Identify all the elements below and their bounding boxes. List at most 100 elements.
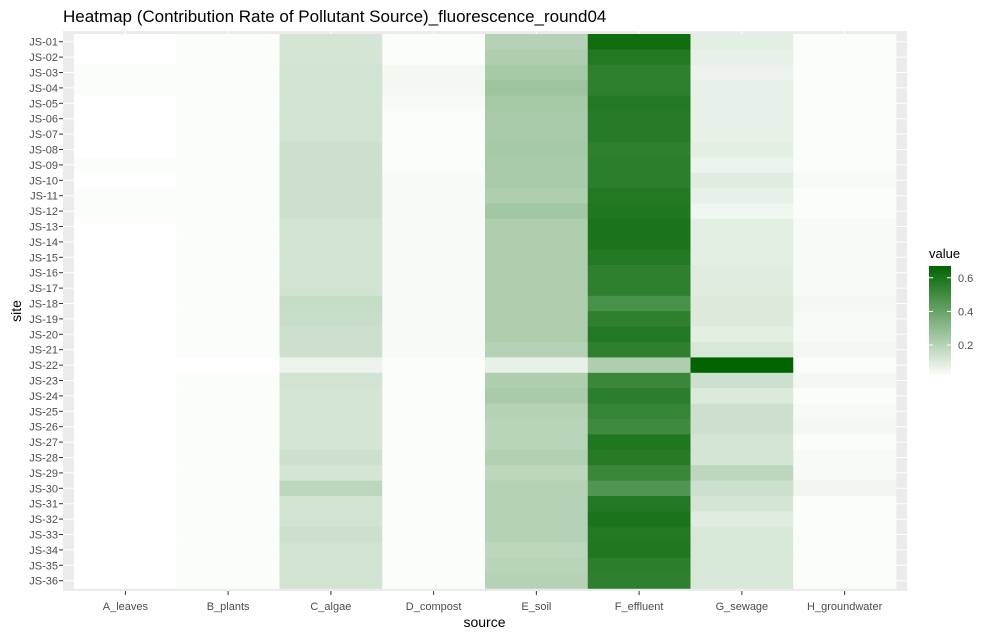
heatmap-cell	[176, 557, 280, 574]
heatmap-cell	[587, 434, 691, 451]
y-tick-label: JS-27	[29, 437, 58, 449]
heatmap-cell	[74, 496, 178, 512]
heatmap-cell	[74, 419, 178, 435]
x-tick-label: H_groundwater	[807, 601, 883, 613]
heatmap-cell	[690, 295, 794, 312]
heatmap-cell	[485, 496, 589, 512]
heatmap-cell	[382, 573, 486, 589]
heatmap-cell	[176, 203, 280, 220]
heatmap-cell	[690, 49, 794, 66]
heatmap-cell	[382, 203, 486, 220]
heatmap-cell	[793, 542, 897, 558]
heatmap-cell	[382, 511, 486, 528]
heatmap-cell	[279, 280, 383, 297]
heatmap-cell	[587, 157, 691, 173]
heatmap-cell	[690, 249, 794, 266]
heatmap-cell	[690, 234, 794, 250]
heatmap-cell	[382, 372, 486, 389]
heatmap-cell	[382, 280, 486, 297]
heatmap-cell	[279, 49, 383, 66]
heatmap-cell	[279, 34, 383, 50]
heatmap-cell	[485, 434, 589, 451]
heatmap-cell	[74, 311, 178, 327]
heatmap-cell	[382, 49, 486, 66]
heatmap-cell	[176, 357, 280, 374]
heatmap-cell	[485, 388, 589, 404]
y-tick-label: JS-24	[29, 391, 58, 403]
heatmap-cell	[793, 126, 897, 143]
heatmap-cell	[74, 280, 178, 297]
heatmap-cell	[176, 419, 280, 435]
heatmap-cell	[793, 419, 897, 435]
heatmap-cell	[485, 172, 589, 189]
heatmap-cell	[485, 218, 589, 235]
heatmap-cell	[382, 295, 486, 312]
heatmap-cell	[74, 265, 178, 281]
heatmap-cell	[690, 573, 794, 589]
heatmap-cell	[690, 557, 794, 574]
heatmap-cell	[176, 49, 280, 66]
heatmap-cell	[793, 480, 897, 497]
heatmap-cell	[279, 265, 383, 281]
heatmap-cell	[793, 95, 897, 112]
heatmap-cell	[485, 357, 589, 374]
heatmap-cell	[74, 172, 178, 189]
y-tick-label: JS-17	[29, 283, 58, 295]
heatmap-cell	[176, 326, 280, 343]
heatmap-cell	[485, 34, 589, 50]
heatmap-cell	[176, 511, 280, 528]
heatmap-cell	[176, 157, 280, 173]
heatmap-cell	[690, 218, 794, 235]
heatmap-cell	[793, 172, 897, 189]
y-tick-label: JS-05	[29, 98, 58, 110]
heatmap-cell	[74, 403, 178, 420]
heatmap-cell	[382, 357, 486, 374]
heatmap-cell	[793, 249, 897, 266]
heatmap-cell	[74, 465, 178, 481]
heatmap-cell	[690, 80, 794, 96]
heatmap-cell	[74, 372, 178, 389]
heatmap-cell	[587, 311, 691, 327]
x-tick-label: G_sewage	[716, 601, 769, 613]
heatmap-cell	[74, 49, 178, 66]
heatmap-cell	[690, 203, 794, 220]
heatmap-cell	[74, 157, 178, 173]
heatmap-cell	[690, 126, 794, 143]
heatmap-cell	[690, 542, 794, 558]
y-tick-label: JS-34	[29, 545, 58, 557]
heatmap-cell	[690, 511, 794, 528]
legend-title: value	[929, 246, 960, 261]
heatmap-cell	[485, 49, 589, 66]
heatmap-cell	[74, 141, 178, 158]
y-axis-label: site	[8, 300, 24, 322]
heatmap-cell	[587, 64, 691, 81]
y-tick-label: JS-10	[29, 175, 58, 187]
heatmap-cell	[690, 480, 794, 497]
x-tick-label: C_algae	[310, 601, 351, 613]
heatmap-cell	[176, 295, 280, 312]
heatmap-cell	[74, 573, 178, 589]
heatmap-cell	[587, 172, 691, 189]
heatmap-cell	[690, 449, 794, 466]
y-tick-label: JS-36	[29, 576, 58, 588]
heatmap-cell	[587, 34, 691, 50]
heatmap-cell	[382, 172, 486, 189]
heatmap-cell	[690, 419, 794, 435]
heatmap-cell	[587, 280, 691, 297]
heatmap-cell	[279, 172, 383, 189]
heatmap-cell	[74, 80, 178, 96]
heatmap-cell	[382, 526, 486, 543]
heatmap-cell	[382, 434, 486, 451]
heatmap-cell	[587, 265, 691, 281]
x-axis-label: source	[463, 614, 505, 630]
heatmap-cell	[587, 388, 691, 404]
heatmap-cell	[279, 388, 383, 404]
heatmap-cell	[485, 573, 589, 589]
heatmap-cell	[176, 449, 280, 466]
heatmap-cell	[485, 372, 589, 389]
heatmap-cell	[176, 218, 280, 235]
heatmap-cell	[382, 249, 486, 266]
heatmap-cell	[74, 388, 178, 404]
heatmap-cell	[279, 419, 383, 435]
